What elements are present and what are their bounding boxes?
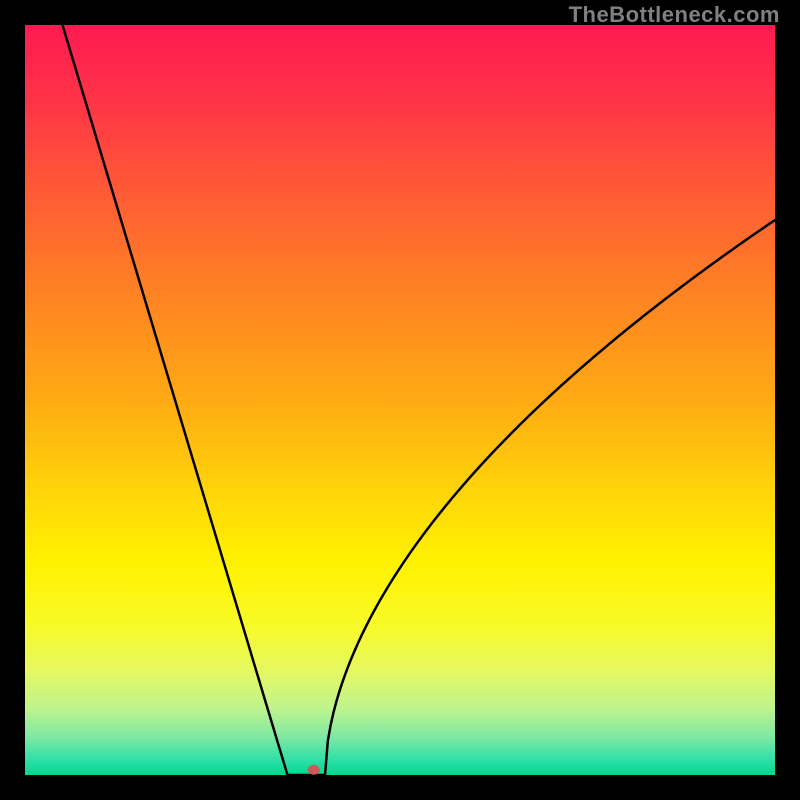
chart-background — [25, 25, 775, 775]
bottleneck-chart — [0, 0, 800, 800]
optimal-point-marker — [308, 765, 320, 775]
watermark-text: TheBottleneck.com — [569, 2, 780, 28]
